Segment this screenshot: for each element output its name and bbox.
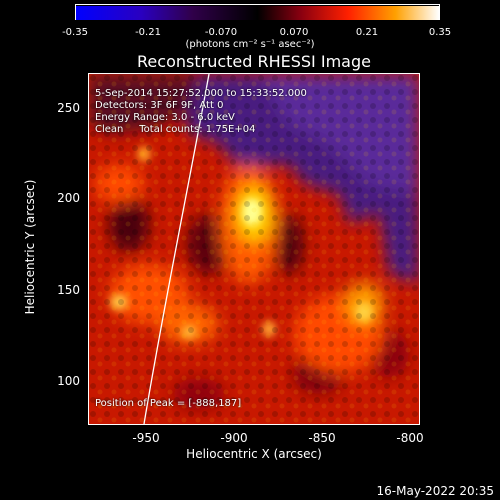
- solar-limb-line: [143, 74, 210, 424]
- colorbar-gradient: [76, 6, 439, 20]
- y-tick-label: 100: [57, 374, 80, 388]
- colorbar-tick: -0.070: [204, 27, 238, 38]
- rhessi-image-plot: [88, 73, 420, 425]
- y-tick-label: 150: [57, 283, 80, 297]
- colorbar-tick: 0.070: [279, 27, 309, 38]
- y-tick-label: 200: [57, 191, 80, 205]
- plot-title: Reconstructed RHESSI Image: [137, 52, 371, 71]
- timestamp-footer: 16-May-2022 20:35: [376, 484, 494, 498]
- x-tick-label: -900: [220, 431, 248, 445]
- y-axis-title: Heliocentric Y (arcsec): [23, 179, 37, 315]
- clean-counts-text: Clean Total counts: 1.75E+04: [95, 124, 256, 135]
- reconstructed-image: [89, 74, 419, 424]
- peak-position-text: Position of Peak = [-888,187]: [95, 398, 242, 409]
- colorbar: [75, 4, 440, 20]
- time-range-text: 5-Sep-2014 15:27:52.000 to 15:33:52.000: [95, 88, 307, 99]
- x-tick-label: -850: [308, 431, 336, 445]
- y-tick-label: 250: [57, 101, 80, 115]
- colorbar-tick: -0.21: [135, 27, 161, 38]
- colorbar-tick: 0.35: [428, 27, 452, 38]
- colorbar-tick: 0.21: [355, 27, 379, 38]
- energy-range-text: Energy Range: 3.0 - 6.0 keV: [95, 112, 235, 123]
- x-axis-title: Heliocentric X (arcsec): [186, 447, 322, 461]
- detectors-text: Detectors: 3F 6F 9F, Att 0: [95, 100, 224, 111]
- colorbar-units: (photons cm⁻² s⁻¹ asec⁻²): [185, 39, 315, 50]
- colorbar-tick: -0.35: [62, 27, 88, 38]
- x-tick-label: -950: [132, 431, 160, 445]
- x-tick-label: -800: [396, 431, 424, 445]
